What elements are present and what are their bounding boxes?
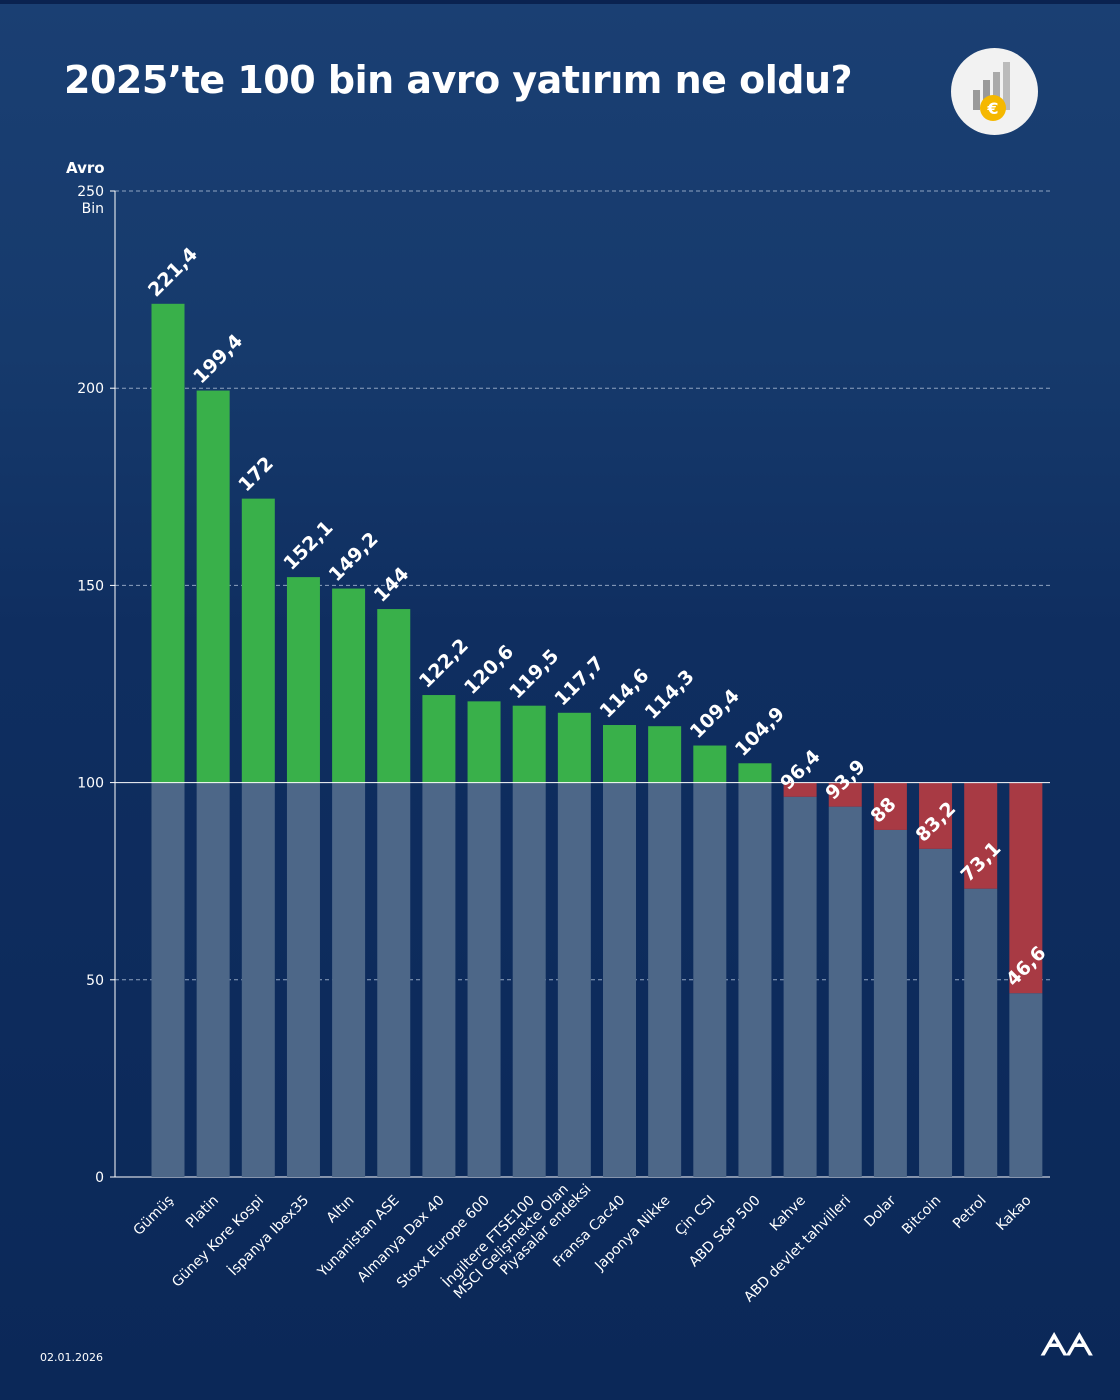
bar-gain: [286, 577, 320, 783]
bar-gain: [648, 726, 682, 783]
value-label: 114,3: [641, 666, 699, 724]
svg-text:€: €: [986, 99, 998, 118]
bar-base: [512, 782, 546, 1177]
bar-base: [196, 782, 230, 1177]
bar-base: [467, 782, 501, 1177]
bar-base: [241, 782, 275, 1177]
bar-gain: [512, 705, 546, 783]
y-tick-label: 50: [86, 973, 104, 989]
bar-gain: [422, 695, 456, 783]
bar-gain: [332, 588, 366, 783]
x-tick-label: Kahve: [767, 1193, 809, 1235]
bar-base: [603, 782, 636, 1177]
y-tick-label: 250: [77, 184, 104, 200]
y-tick-label: 200: [77, 381, 104, 397]
bar-gain: [557, 712, 591, 783]
y-unit-label: Bin: [82, 201, 104, 217]
x-tick-label: Altın: [324, 1193, 358, 1227]
value-label: 172: [234, 453, 278, 497]
bar-gain: [151, 303, 185, 783]
bar-gain: [196, 390, 230, 783]
aa-logo: ᗅᗅ: [1040, 1328, 1093, 1363]
x-tick-label: Platin: [183, 1193, 222, 1232]
bar-loss: [919, 782, 953, 849]
bar-gain: [377, 609, 411, 783]
x-tick-label: Kakao: [993, 1193, 1034, 1234]
x-tick-label: Petrol: [950, 1193, 990, 1233]
x-tick-label: Dolar: [861, 1192, 899, 1230]
x-tick-label: İspanya Ibex35: [224, 1191, 312, 1279]
bar-base: [828, 806, 862, 1177]
bar-base: [738, 782, 772, 1177]
bar-base: [286, 782, 320, 1177]
bar-gain: [603, 725, 636, 783]
value-label: 149,2: [325, 528, 383, 586]
bar-base: [332, 782, 366, 1177]
bar-loss: [1009, 782, 1043, 994]
bar-loss: [783, 782, 817, 797]
x-tick-label: Yunanistan ASE: [314, 1193, 402, 1281]
finance-chart-euro-icon: €: [951, 48, 1038, 135]
bar-base: [422, 782, 456, 1177]
top-border: [0, 0, 1120, 4]
y-tick-label: 150: [77, 578, 104, 594]
bar-base: [1009, 993, 1043, 1177]
bar-base: [557, 782, 591, 1177]
bar-loss: [828, 782, 862, 807]
bar-gain: [241, 498, 275, 783]
bar-base: [377, 782, 411, 1177]
date-stamp: 02.01.2026: [40, 1351, 103, 1364]
y-tick-label: 0: [95, 1170, 104, 1186]
value-label: 114,6: [595, 664, 653, 722]
bar-base: [919, 848, 953, 1177]
bar-gain: [693, 745, 727, 783]
bar-gain: [467, 701, 501, 783]
value-label: 144: [370, 563, 414, 607]
bar-base: [873, 829, 907, 1177]
value-label: 221,4: [144, 243, 202, 301]
bar-loss: [964, 782, 998, 889]
x-tick-label: Bitcoin: [899, 1193, 944, 1238]
value-label: 199,4: [189, 330, 247, 388]
bar-gain: [738, 763, 772, 783]
y-tick-label: 100: [77, 776, 104, 792]
x-tick-label: Gümüş: [130, 1193, 176, 1239]
value-label: 104,9: [731, 703, 789, 761]
bar-base: [783, 796, 817, 1177]
bar-base: [151, 782, 185, 1177]
page-title: 2025’te 100 bin avro yatırım ne oldu?: [64, 58, 853, 102]
bar-base: [964, 888, 998, 1177]
bar-base: [693, 782, 727, 1177]
bar-loss: [873, 782, 907, 830]
bar-base: [648, 782, 682, 1177]
value-label: 109,4: [686, 685, 744, 743]
y-axis-label: Avro: [66, 159, 105, 177]
